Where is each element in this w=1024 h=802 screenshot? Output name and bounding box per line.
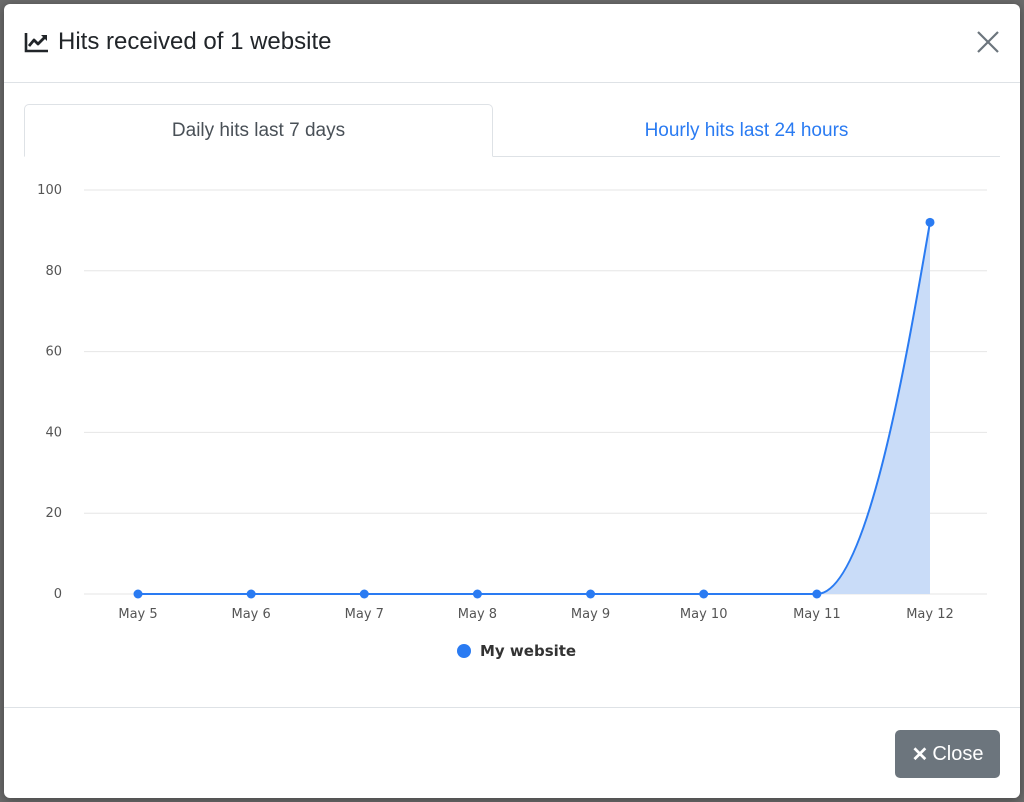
data-point — [699, 589, 709, 599]
data-point — [359, 589, 369, 599]
y-tick-label: 100 — [37, 183, 62, 198]
close-button[interactable]: ✕ Close — [895, 730, 1000, 778]
data-point — [925, 217, 935, 227]
close-button-label: Close — [932, 742, 984, 765]
x-tick-label: May 11 — [793, 607, 841, 622]
legend-label: My website — [480, 642, 576, 660]
data-point — [246, 589, 256, 599]
times-icon: ✕ — [911, 743, 929, 766]
hits-modal: Hits received of 1 website Daily hits la… — [4, 4, 1020, 798]
y-tick-label: 40 — [45, 425, 62, 440]
y-tick-label: 0 — [54, 587, 62, 602]
close-icon[interactable] — [974, 28, 1002, 56]
tab-daily-hits[interactable]: Daily hits last 7 days — [24, 104, 493, 157]
chart-line-icon — [24, 33, 48, 53]
x-tick-label: May 12 — [906, 607, 954, 622]
x-tick-label: May 10 — [680, 607, 728, 622]
y-tick-label: 80 — [45, 264, 62, 279]
legend-marker — [457, 644, 471, 658]
x-tick-label: May 6 — [232, 607, 271, 622]
data-point — [812, 589, 822, 599]
modal-header: Hits received of 1 website — [4, 4, 1020, 83]
x-tick-label: May 9 — [571, 607, 610, 622]
chart-tabs: Daily hits last 7 days Hourly hits last … — [24, 104, 1000, 157]
series-area — [138, 222, 930, 594]
series-line — [138, 222, 931, 595]
x-tick-label: May 5 — [118, 607, 157, 622]
data-point — [133, 589, 143, 599]
data-point — [472, 589, 482, 599]
modal-title: Hits received of 1 website — [24, 28, 331, 56]
x-tick-label: May 7 — [345, 607, 384, 622]
y-tick-label: 20 — [45, 506, 62, 521]
x-tick-label: May 8 — [458, 607, 497, 622]
hits-chart: 0 20 40 60 80 100 May 5 May 6 May 7 May 8 May 9 May… — [37, 183, 987, 660]
modal-title-text: Hits received of 1 website — [58, 28, 332, 55]
modal-footer: ✕ Close — [4, 707, 1020, 798]
tab-hourly-hits[interactable]: Hourly hits last 24 hours — [644, 119, 849, 141]
y-tick-label: 60 — [45, 345, 62, 360]
data-point — [586, 589, 596, 599]
